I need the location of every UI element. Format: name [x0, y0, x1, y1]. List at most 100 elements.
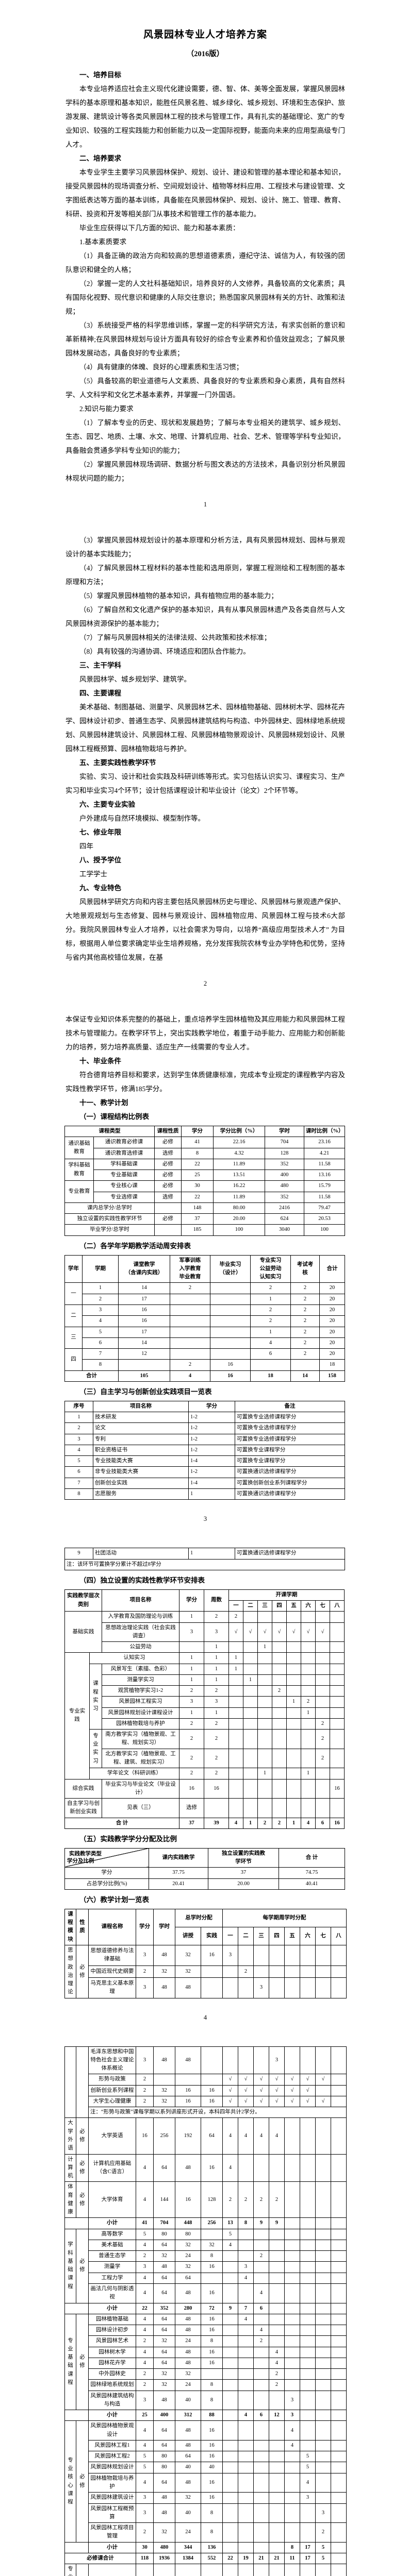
table-cell: 3 [136, 2390, 154, 2411]
table-cell [330, 1685, 345, 1697]
table-cell: 20 [319, 1282, 345, 1294]
table-cell: 园林树木学 [88, 2346, 136, 2358]
table-cell [210, 1293, 251, 1305]
table-cell [300, 2272, 316, 2284]
table-cell [300, 2390, 316, 2411]
table-cell [175, 2074, 201, 2086]
table-cell: 八 [330, 1600, 345, 1612]
table-cell [300, 2368, 316, 2380]
table-cell: 注：该环节可置换学分累计不超过8学分 [64, 1558, 345, 1570]
table-cell [315, 1945, 331, 1966]
table-cell [284, 2462, 300, 2473]
table-cell [331, 2368, 347, 2380]
table-cell: 80 [153, 2462, 175, 2473]
table-cell [300, 2439, 316, 2452]
table-cell [331, 2228, 347, 2240]
table-cell [331, 1977, 347, 1998]
table-cell [284, 2564, 300, 2576]
table-cell [300, 2302, 316, 2314]
table-cell: 19 [238, 2552, 254, 2565]
table-cell: 三 [64, 1326, 83, 1349]
paragraph: 符合德育培养目标和要求，达到学生体质健康标准，完成本专业规定的课程教学内容及实践… [66, 1071, 345, 1093]
table-cell: 1 [82, 1282, 119, 1294]
table-cell: 实践 [201, 1926, 223, 1946]
table-cell [222, 1965, 238, 1978]
table-cell [272, 1798, 287, 1818]
table-cell [269, 2541, 285, 2553]
table-cell: 项目名称 [93, 1400, 189, 1413]
table-cell: 1-2 [188, 1412, 235, 1423]
table-cell: 学科基础课程 [64, 2228, 76, 2303]
table-cell: 1 [286, 1696, 301, 1708]
table-cell [210, 1326, 251, 1338]
table-cell [286, 1748, 301, 1769]
paragraph: 本专业培养适应社会主义现代化建设需要，德、智、体、美等全面发展，掌握风景园林学科… [66, 85, 345, 148]
table-cell: 80.00 [213, 1202, 265, 1214]
table-cell: 48 [175, 2154, 201, 2182]
section-heading: 九、专业特色 [79, 884, 121, 892]
table-cell: 思想政治理论实践（社会实践调查） [102, 1622, 179, 1642]
table-cell: 小计 [88, 2217, 136, 2229]
table-cell [269, 2272, 285, 2284]
paragraph: （7）了解与风景园林相关的法律法规、公共政策和技术标准； [79, 634, 271, 641]
paragraph: 风景园林学、城乡规划学、建筑学。 [79, 675, 191, 683]
table-cell: 2 [290, 1304, 320, 1316]
table-cell: 48 [153, 2492, 175, 2504]
table-cell: 64 [201, 2117, 223, 2155]
table-cell: 风景写生（素描、色彩） [102, 1663, 179, 1675]
table-cell: 小计 [88, 2541, 136, 2553]
table-cell [238, 2239, 254, 2251]
table-cell [286, 1729, 301, 1749]
table-cell [315, 1696, 330, 1708]
table-cell: 20 [319, 1293, 345, 1305]
table-cell [301, 1778, 316, 1799]
table-cell [253, 2503, 269, 2523]
table-cell: 4 [136, 2420, 154, 2441]
table-cell: 2 [170, 1282, 210, 1294]
table-cell [300, 2522, 316, 2543]
table-cell [286, 1641, 301, 1653]
table-cell: 3 [136, 2261, 154, 2273]
table-cell: 1-4 [188, 1455, 235, 1467]
table-cell [284, 2228, 300, 2240]
table-cell: 认知实习 [89, 1652, 179, 1664]
paragraph: （3）系统接受严格的科学思维训练，掌握一定的科学研究方法，有求实创新的意识和革新… [66, 321, 345, 357]
table-cell: 32 [153, 2250, 175, 2262]
table-cell [253, 2313, 269, 2326]
table-cell [170, 1326, 210, 1338]
table-cell [269, 2420, 285, 2441]
table-cell: 可置换专业课程学分 [235, 1444, 345, 1456]
table-cell: 2 [204, 1729, 229, 1749]
table-cell [257, 1685, 272, 1697]
table-cell: 六 [300, 1926, 316, 1946]
table-cell [243, 1652, 258, 1664]
table-cell [238, 2283, 254, 2303]
table-cell [269, 2503, 285, 2523]
table-cell [222, 2046, 238, 2075]
table-cell [330, 1652, 345, 1664]
table-cell: 2 [253, 2335, 269, 2347]
table-cell: 2 [136, 2084, 154, 2096]
table-cell: 实践教学层次 类别 [64, 1589, 102, 1612]
table-cell: 2 [179, 1729, 204, 1749]
table-cell: 课程名称 [88, 1908, 136, 1946]
table-cell: 13.51 [213, 1170, 265, 1181]
table-cell: 北方教学实习（植物景观、工程、建筑、规划实习） [102, 1748, 179, 1769]
table-cell [272, 1696, 287, 1708]
table-cell [315, 1685, 330, 1697]
table-cell [222, 2283, 238, 2303]
table-cell: 400 [265, 1170, 304, 1181]
page-title: 风景园林专业人才培养方案 [143, 29, 267, 40]
table-cell [243, 1641, 258, 1653]
table-cell [331, 2462, 347, 2473]
table-cell: 2 [179, 1748, 204, 1769]
table-cell [269, 1945, 285, 1966]
table-cell [331, 2541, 347, 2553]
table-cell: 8 [64, 1488, 93, 1500]
table-cell [153, 2074, 175, 2086]
paragraph: （6）了解自然和文化遗产保护的基本知识，具有从事风景园林遗产及各类自然与人文风景… [66, 606, 345, 628]
table-cell [253, 2439, 269, 2452]
table-cell: 344 [175, 2541, 201, 2553]
table-cell: 可置换专业课程学分 [235, 1455, 345, 1467]
table-cell: 64 [175, 2451, 201, 2463]
